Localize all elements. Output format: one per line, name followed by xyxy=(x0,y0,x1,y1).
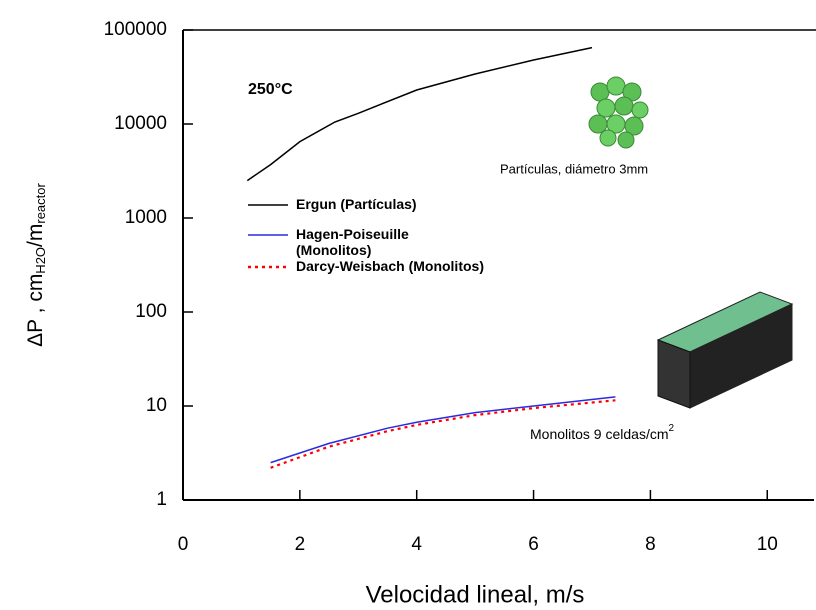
legend-label: Ergun (Partículas) xyxy=(296,196,417,212)
chart: 250°C Partículas, diámetro 3mm Monolitos… xyxy=(0,0,816,610)
plot: 250°C Partículas, diámetro 3mm Monolitos… xyxy=(0,0,816,610)
legend-item: Hagen-Poiseuille (Monolitos) xyxy=(248,226,456,258)
x-tick-label: 6 xyxy=(528,534,539,555)
legend-swatch xyxy=(248,226,292,242)
x-tick-label: 8 xyxy=(645,534,656,555)
y-tick-label: 100 xyxy=(135,301,167,322)
y-tick-label: 10 xyxy=(146,395,167,416)
y-label-main: ΔP , cm xyxy=(24,274,47,347)
legend: Ergun (Partículas) Hagen-Poiseuille (Mono… xyxy=(248,196,484,288)
legend-label: Hagen-Poiseuille (Monolitos) xyxy=(296,226,409,258)
monolith-icon xyxy=(658,292,792,408)
particles-icon xyxy=(589,77,648,148)
particles-label: Partículas, diámetro 3mm xyxy=(500,161,648,176)
monoliths-sup: 2 xyxy=(669,423,675,434)
y-label-mid: /m xyxy=(24,224,47,247)
monoliths-label: Monolitos 9 celdas/cm2 xyxy=(530,423,675,442)
x-tick-label: 2 xyxy=(295,534,306,555)
x-tick-label: 10 xyxy=(757,534,778,555)
y-axis-label: ΔP , cmH2O/mreactor xyxy=(24,182,49,346)
legend-item: Ergun (Partículas) xyxy=(248,196,484,212)
legend-swatch xyxy=(248,258,292,274)
temperature-label: 250°C xyxy=(248,81,293,98)
monoliths-text: Monolitos 9 celdas/cm xyxy=(530,426,669,442)
legend-item: Darcy-Weisbach (Monolitos) xyxy=(248,258,484,274)
legend-label: Darcy-Weisbach (Monolitos) xyxy=(296,258,484,274)
y-label-sub: reactor xyxy=(33,182,48,223)
legend-swatch xyxy=(248,196,292,212)
y-tick-label: 10000 xyxy=(114,113,167,134)
x-tick-label: 4 xyxy=(411,534,422,555)
y-label-sub: H2O xyxy=(33,247,48,274)
x-tick-label: 0 xyxy=(178,534,189,555)
y-tick-label: 100000 xyxy=(104,19,167,40)
x-axis-label: Velocidad lineal, m/s xyxy=(366,581,585,608)
y-tick-label: 1000 xyxy=(125,207,167,228)
y-tick-label: 1 xyxy=(156,489,167,510)
